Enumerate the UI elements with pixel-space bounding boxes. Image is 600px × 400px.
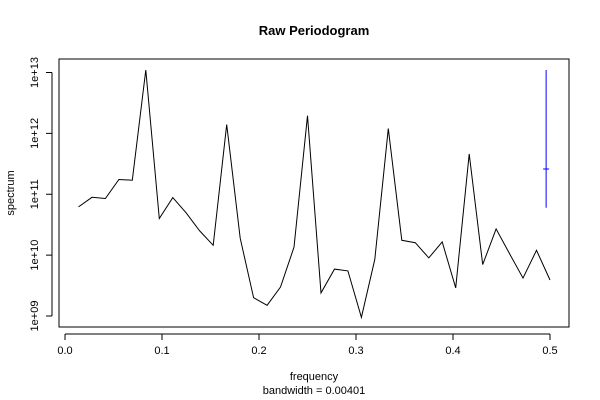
- y-tick-label: 1e+12: [29, 118, 41, 149]
- x-axis-label: frequency: [290, 371, 339, 383]
- x-tick-label: 0.5: [542, 345, 557, 357]
- y-tick-label: 1e+11: [29, 179, 41, 209]
- y-axis-label: spectrum: [5, 170, 17, 215]
- y-tick-label: 1e+09: [29, 301, 41, 332]
- plot-frame: [58, 58, 570, 328]
- series-layer: [78, 69, 551, 320]
- x-tick-label: 0.1: [154, 345, 169, 357]
- x-tick-label: 0.2: [251, 345, 266, 357]
- confidence-interval-bar: [543, 69, 550, 208]
- x-tick-label: 0.4: [445, 345, 460, 357]
- chart-title: Raw Periodogram: [259, 23, 370, 38]
- bandwidth-label: bandwidth = 0.00401: [263, 385, 365, 397]
- y-tick-label: 1e+10: [29, 240, 41, 271]
- x-tick-label: 0.3: [348, 345, 363, 357]
- spectrum-line: [78, 69, 551, 320]
- y-tick-label: 1e+13: [29, 57, 41, 88]
- y-axis: 1e+09 1e+10 1e+11 1e+12 1e+13: [29, 57, 53, 332]
- x-axis: 0.0 0.1 0.2 0.3 0.4 0.5: [57, 333, 558, 357]
- x-tick-label: 0.0: [57, 345, 72, 357]
